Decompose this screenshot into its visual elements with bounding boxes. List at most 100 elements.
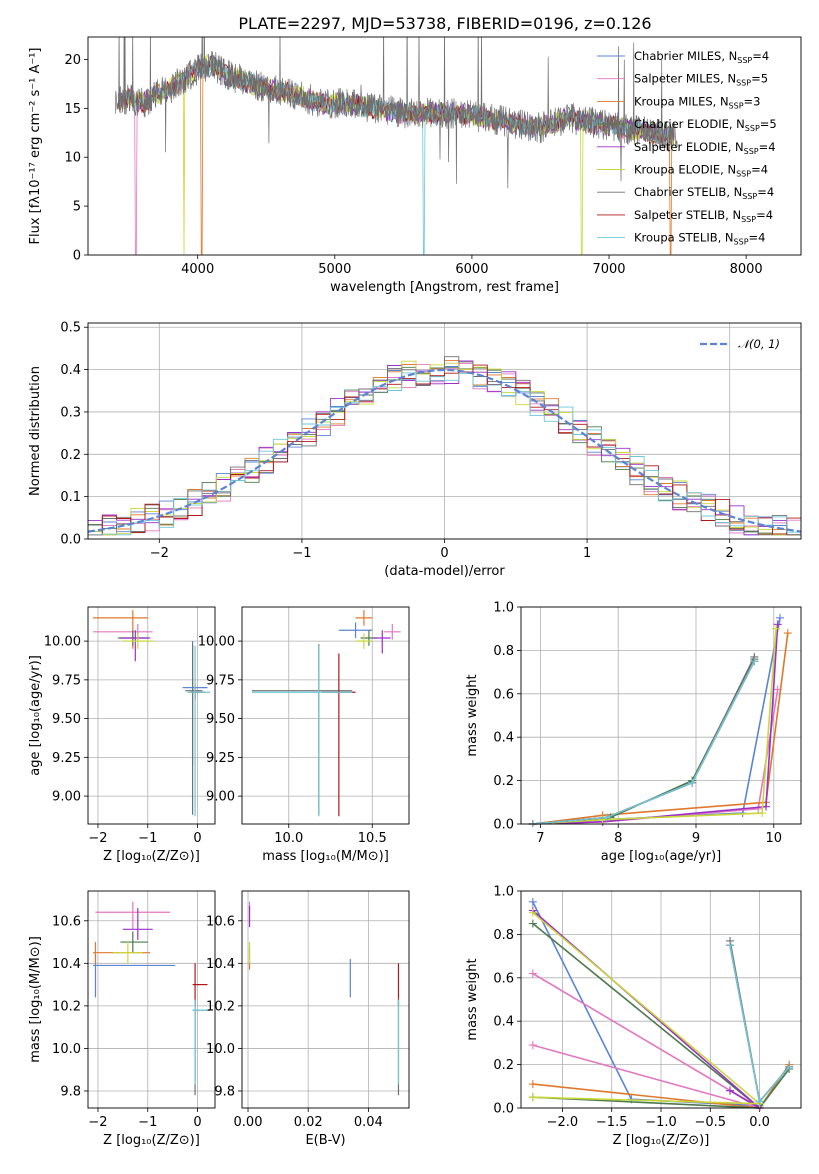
- x-tick-label: 10.5: [358, 831, 387, 846]
- axes-frame: [87, 322, 802, 540]
- age-vs-mass-plot: 10.0 10.5 9.00 9.25 9.50 9.75 10.00 mass [log₁₀…: [198, 606, 410, 864]
- y-axis-label: mass [log₁₀(M/M⊙)]: [28, 936, 43, 1063]
- y-tick-label: 10.0: [52, 1042, 81, 1057]
- legend-text: Chabrier STELIB, N: [634, 185, 742, 199]
- x-tick-label: 0.0: [749, 1115, 770, 1130]
- residuals-plot: −2 −1 0 1 2 0.0 0.1 0.2 0.3 0.4 0.5 (data-model)/er…: [28, 321, 802, 579]
- mass-vs-EBV-plot: 0.00 0.02 0.04 9.8 10.0 10.2 10.4 10.6 E(B-V): [206, 890, 410, 1148]
- normal-curve: [88, 368, 801, 533]
- legend-value: =4: [752, 49, 769, 63]
- y-tick-label: 9.25: [52, 751, 81, 766]
- y-tick-label: 0.8: [493, 644, 514, 659]
- y-tick-label: 15: [64, 102, 81, 117]
- legend-sub: SSP: [745, 124, 760, 133]
- age-vs-Z-plot: −2 −1 0 9.00 9.25 9.50 9.75 10.00 Z [log₁₀(Z/Z⊙)…: [28, 606, 216, 864]
- y-tick-label: 10.4: [206, 957, 235, 972]
- x-axis-label: wavelength [Angstrom, rest frame]: [330, 280, 559, 295]
- legend-sub: SSP: [741, 215, 756, 224]
- legend-label: Kroupa ELODIE, NSSP=4: [634, 163, 768, 179]
- x-tick-label: −1.5: [596, 1115, 628, 1130]
- mass-weight-vs-Z-plot: −2.0 −1.5 −1.0 −0.5 0.0 0.0 0.2 0.4 0.6 0.8 1.0 Z […: [465, 885, 802, 1148]
- legend-value: =4: [757, 185, 774, 199]
- x-tick-label: −1: [138, 831, 157, 846]
- x-tick-label: 1: [583, 546, 591, 561]
- x-tick-label: 4000: [181, 262, 214, 277]
- axes-frame: [87, 890, 216, 1109]
- y-axis-label: Normed distribution: [28, 366, 43, 496]
- legend-sub: SSP: [736, 170, 751, 179]
- y-tick-label: 0.0: [493, 1102, 514, 1117]
- legend-value: =4: [749, 231, 766, 245]
- x-axis-label: Z [log₁₀(Z/Z⊙)]: [613, 1133, 710, 1148]
- legend-sub: SSP: [742, 192, 757, 201]
- y-tick-label: 0.0: [493, 818, 514, 833]
- x-axis-label: Z [log₁₀(Z/Z⊙)]: [103, 849, 200, 864]
- y-axis-label: mass weight: [465, 958, 480, 1040]
- axes-frame: [520, 890, 802, 1109]
- errorbars: [248, 901, 400, 1096]
- x-tick-label: 7: [536, 831, 544, 846]
- y-tick-label: 0.3: [60, 405, 81, 420]
- y-tick-label: 20: [64, 53, 81, 68]
- x-axis-label: age [log₁₀(age/yr)]: [601, 849, 722, 864]
- legend-text: Kroupa MILES, N: [634, 94, 729, 108]
- x-tick-label: 10: [766, 831, 783, 846]
- x-tick-label: 10.0: [274, 831, 303, 846]
- y-tick-label: 10.4: [52, 957, 81, 972]
- weight-line-kroupa-miles: [532, 1064, 790, 1109]
- x-tick-label: 0.04: [354, 1115, 383, 1130]
- x-axis-label: (data-model)/error: [384, 564, 505, 579]
- histograms: [88, 356, 801, 536]
- x-axis-label: mass [log₁₀(M/M⊙)]: [262, 849, 389, 864]
- legend-label: Salpeter MILES, NSSP=5: [634, 72, 768, 88]
- x-tick-label: 0: [193, 831, 201, 846]
- x-tick-label: 0.00: [234, 1115, 263, 1130]
- axes-frame: [87, 36, 802, 256]
- legend-sub: SSP: [729, 101, 744, 110]
- legend-label: Kroupa MILES, NSSP=3: [634, 94, 760, 110]
- y-tick-label: 10: [64, 151, 81, 166]
- legend-label: Chabrier STELIB, NSSP=4: [634, 185, 774, 201]
- axes-frame: [520, 606, 802, 825]
- y-tick-label: 9.50: [206, 712, 235, 727]
- legend-value: =4: [751, 163, 768, 177]
- x-tick-label: 2: [726, 546, 734, 561]
- y-tick-label: 9.00: [206, 790, 235, 805]
- y-tick-label: 0.1: [60, 490, 81, 505]
- legend-label: Chabrier ELODIE, NSSP=5: [634, 117, 777, 133]
- y-tick-label: 9.8: [60, 1084, 81, 1099]
- legend-text: Kroupa ELODIE, N: [634, 163, 736, 177]
- x-tick-label: −2.0: [547, 1115, 579, 1130]
- x-tick-label: −2: [88, 1115, 107, 1130]
- y-tick-label: 1.0: [493, 601, 514, 616]
- x-tick-label: −1: [292, 546, 311, 561]
- y-tick-label: 10.00: [198, 635, 235, 650]
- x-tick-label: 0: [440, 546, 448, 561]
- legend-value: =4: [759, 140, 776, 154]
- y-tick-label: 9.50: [52, 712, 81, 727]
- y-tick-label: 9.75: [52, 673, 81, 688]
- errorbars: [252, 610, 401, 817]
- legend-label: Kroupa STELIB, NSSP=4: [634, 231, 765, 247]
- y-tick-label: 0.0: [60, 533, 81, 548]
- legend-text: Chabrier ELODIE, N: [634, 117, 745, 131]
- legend-text: Salpeter MILES, N: [634, 72, 736, 86]
- axes-frame: [241, 890, 410, 1109]
- weight-line-kroupa-elodie: [532, 628, 777, 825]
- legend-label: Chabrier MILES, NSSP=4: [634, 49, 769, 65]
- legend-value: =5: [760, 117, 777, 131]
- y-tick-label: 0.4: [60, 363, 81, 378]
- y-tick-label: 0.2: [493, 1058, 514, 1073]
- weight-line-salpeter-elodie: [532, 909, 761, 1109]
- weight-line-kroupa-miles: [532, 632, 789, 825]
- x-tick-label: 8: [614, 831, 622, 846]
- legend-sub: SSP: [737, 56, 752, 65]
- x-tick-label: −2: [150, 546, 169, 561]
- legend-label: Salpeter STELIB, NSSP=4: [634, 208, 773, 224]
- x-tick-label: −1.0: [645, 1115, 677, 1130]
- x-tick-label: 0: [193, 1115, 201, 1130]
- y-tick-label: 9.8: [214, 1084, 235, 1099]
- x-tick-label: 9: [692, 831, 700, 846]
- y-tick-label: 0.8: [493, 928, 514, 943]
